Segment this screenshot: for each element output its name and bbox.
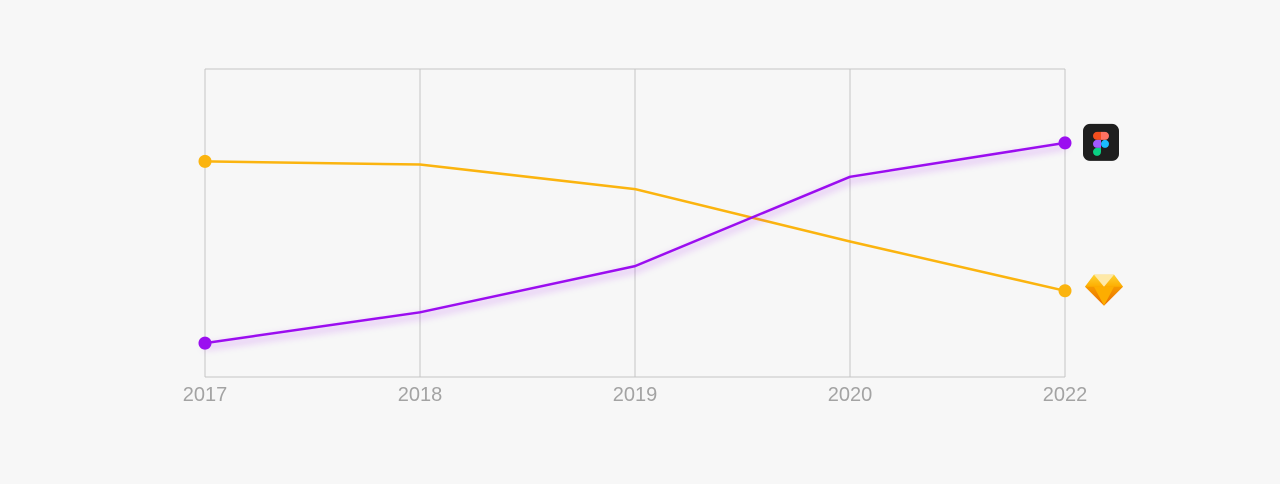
sketch-logo-icon <box>1085 274 1123 306</box>
x-tick-label: 2022 <box>1043 384 1088 406</box>
x-tick-label: 2017 <box>183 384 228 406</box>
grid <box>204 68 1066 378</box>
figma-data-point <box>198 336 212 350</box>
series-icons <box>1083 123 1123 306</box>
figma-data-point <box>1058 136 1072 150</box>
x-tick-label: 2020 <box>828 384 873 406</box>
x-tick-label: 2019 <box>613 384 658 406</box>
x-axis-ticks: 2017 2018 2019 2020 2022 <box>183 384 1088 406</box>
sketch-data-point <box>1058 284 1072 298</box>
x-tick-label: 2018 <box>398 384 443 406</box>
sketch-series-line <box>203 160 1067 293</box>
series <box>198 136 1072 350</box>
figma-logo-icon <box>1083 123 1119 161</box>
sketch-data-point <box>198 154 212 168</box>
figma-series-line <box>203 141 1067 345</box>
